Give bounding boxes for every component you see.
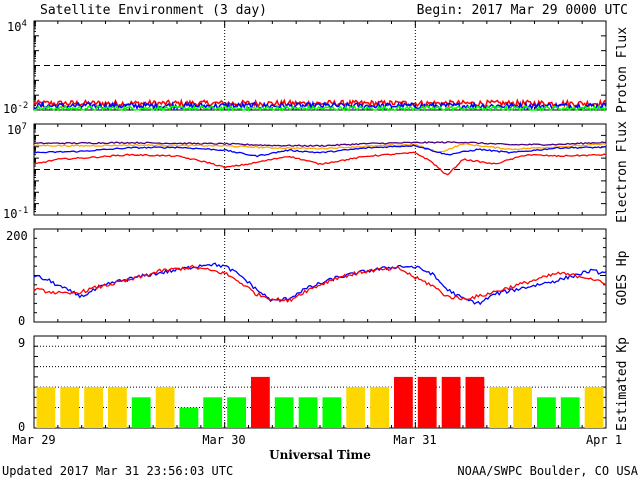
kp-ytick-top: 9 [18,336,25,350]
xtick-mar-29: Mar 29 [12,433,55,447]
kp-bar-16 [417,376,437,428]
kp-bar-23 [584,387,604,428]
kp-bar-0 [36,387,56,428]
proton-ytick-top: 104 [7,19,27,34]
kp-bar-12 [322,397,342,428]
kp-bar-7 [203,397,223,428]
kp-bar-18 [465,376,485,428]
updated-time: Updated 2017 Mar 31 23:56:03 UTC [2,464,233,478]
estimated-kp-label: Estimated Kp [615,337,630,431]
kp-bar-3 [108,387,127,428]
kp-bar-8 [227,397,246,428]
goes-hp-label: GOES Hp [615,250,630,305]
kp-bar-13 [346,387,366,428]
electron-series-blue [33,144,607,158]
kp-bar-22 [560,397,580,428]
proton-flux-label: Proton Flux [615,27,630,113]
electron-series-red [33,151,607,176]
panels [33,20,607,429]
begin-time: Begin: 2017 Mar 29 0000 UTC [417,3,628,18]
kp-ytick-bottom: 0 [18,420,25,434]
kp-bar-6 [179,407,199,428]
hp-ytick-top: 200 [6,229,28,243]
kp-bar-11 [298,397,318,428]
noaa-credit: NOAA/SWPC Boulder, CO USA [457,464,638,478]
electron-series-orange [33,143,607,153]
kp-bar-20 [513,387,532,428]
panel-frame-2 [33,228,607,323]
kp-bar-2 [84,387,103,428]
electron-ytick-bottom: 10-1 [3,206,28,221]
x-axis-title: Universal Time [269,448,371,462]
hp-series-red [33,264,607,303]
kp-bar-5 [155,387,175,428]
proton-series-green [34,104,607,112]
hp-ytick-bottom: 0 [18,314,25,328]
kp-bar-14 [370,387,389,428]
kp-bar-1 [60,387,80,428]
chart-title: Satellite Environment (3 day) [40,3,267,18]
kp-bar-10 [274,397,294,428]
electron-series-purple [33,141,607,148]
kp-bar-15 [394,376,413,428]
proton-series-blue [33,100,607,112]
electron-ytick-top: 107 [7,122,27,137]
electron-flux-label: Electron Flux [615,121,630,223]
kp-bar-17 [441,376,461,428]
xtick-apr-1: Apr 1 [586,433,622,447]
kp-bar-4 [131,397,151,428]
xtick-mar-31: Mar 31 [393,433,436,447]
kp-bar-21 [537,397,556,428]
hp-series-blue [33,262,607,306]
kp-bar-19 [489,387,509,428]
xtick-mar-30: Mar 30 [202,433,245,447]
kp-bar-9 [251,376,270,428]
proton-ytick-bottom: 10-2 [3,101,28,116]
